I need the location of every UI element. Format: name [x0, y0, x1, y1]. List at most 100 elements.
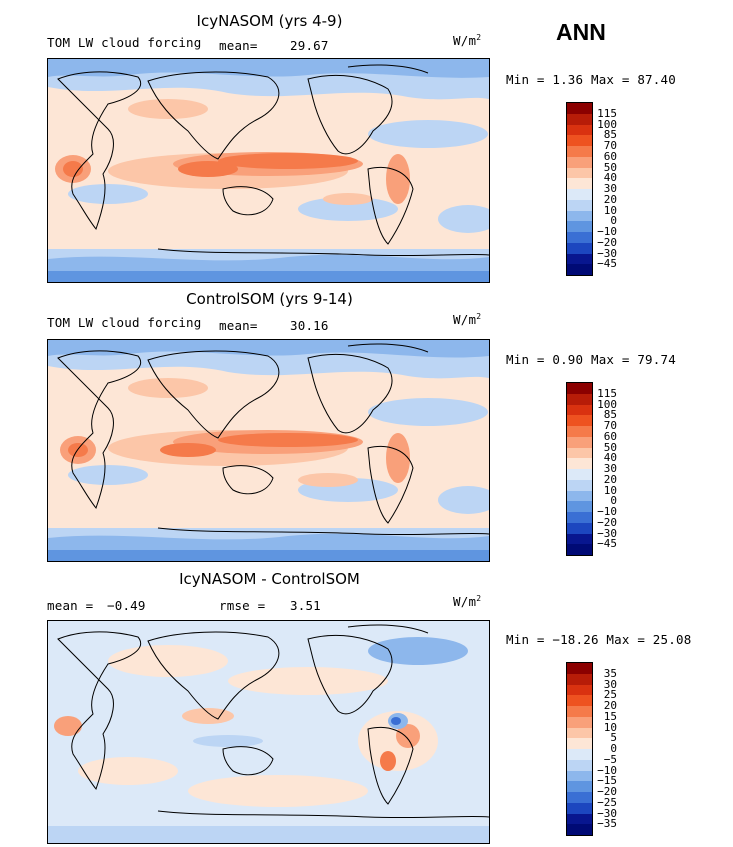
colorbar-tick-label: −45 — [597, 257, 617, 271]
colorbar-tick-label: 0 — [610, 494, 617, 508]
colorbar-tick-label: 40 — [603, 171, 617, 185]
colorbar-swatch — [567, 512, 592, 523]
panel2-units: W/m2 — [453, 312, 482, 328]
colorbar-tick-label: 30 — [603, 462, 617, 475]
colorbar-tick-label: 60 — [603, 149, 617, 163]
colorbar-swatch — [567, 770, 592, 782]
colorbar-swatch — [567, 253, 592, 265]
colorbar-swatch — [567, 738, 592, 749]
panel3-minmax: Min = −18.26 Max = 25.08 — [506, 632, 692, 647]
colorbar-swatch — [567, 264, 592, 275]
colorbar-swatch — [567, 124, 592, 136]
colorbar-tick-label: −20 — [597, 235, 617, 249]
panel3-colorbar — [566, 662, 593, 836]
colorbar-swatch — [567, 533, 592, 545]
colorbar-swatch — [567, 792, 592, 803]
colorbar-tick-label: 0 — [610, 742, 617, 755]
colorbar-swatch — [567, 716, 592, 728]
colorbar-swatch — [567, 684, 592, 696]
colorbar-swatch — [567, 469, 592, 480]
colorbar-swatch — [567, 802, 592, 814]
panel1-minmax: Min = 1.36 Max = 87.40 — [506, 72, 676, 87]
colorbar-tick-label: 25 — [603, 688, 617, 702]
colorbar-swatch — [567, 415, 592, 426]
colorbar-tick-label: 70 — [603, 139, 617, 152]
panel3-mean-value: −0.49 — [107, 598, 146, 613]
colorbar-swatch — [567, 447, 592, 459]
colorbar-swatch — [567, 103, 592, 114]
season-label: ANN — [556, 19, 606, 45]
colorbar-tick-label: 85 — [603, 128, 617, 142]
colorbar-tick-label: −5 — [603, 752, 617, 766]
panel1-map — [47, 58, 490, 283]
colorbar-tick-label: 10 — [603, 720, 617, 734]
panel2-colorbar — [566, 382, 593, 556]
panel3-mean-label: mean = — [47, 598, 94, 613]
colorbar-tick-label: −10 — [597, 763, 617, 777]
colorbar-tick-label: 15 — [603, 709, 617, 723]
panel3-map — [47, 620, 490, 844]
colorbar-tick-label: −25 — [597, 795, 617, 809]
colorbar-swatch — [567, 393, 592, 405]
colorbar-swatch — [567, 501, 592, 512]
colorbar-tick-label: 20 — [603, 472, 617, 486]
panel1-colorbar — [566, 102, 593, 276]
colorbar-tick-label: 5 — [610, 731, 617, 745]
panel2-field-label: TOM LW cloud forcing — [47, 315, 202, 330]
colorbar-swatch — [567, 199, 592, 211]
colorbar-swatch — [567, 490, 592, 502]
colorbar-swatch — [567, 436, 592, 448]
colorbar-swatch — [567, 146, 592, 157]
panel1-title: IcyNASOM (yrs 4-9) — [196, 12, 343, 30]
colorbar-tick-label: 100 — [597, 117, 617, 131]
colorbar-swatch — [567, 759, 592, 771]
colorbar-tick-label: −30 — [597, 806, 617, 820]
colorbar-swatch — [567, 544, 592, 555]
colorbar-tick-label: 20 — [603, 699, 617, 712]
colorbar-tick-label: −30 — [597, 246, 617, 260]
colorbar-tick-label: −30 — [597, 526, 617, 540]
colorbar-tick-label: 30 — [603, 677, 617, 691]
colorbar-tick-label: 40 — [603, 451, 617, 465]
panel1-field-label: TOM LW cloud forcing — [47, 35, 202, 50]
colorbar-swatch — [567, 522, 592, 534]
colorbar-tick-label: 10 — [603, 483, 617, 497]
colorbar-swatch — [567, 813, 592, 825]
panel2-minmax: Min = 0.90 Max = 79.74 — [506, 352, 676, 367]
colorbar-swatch — [567, 135, 592, 146]
colorbar-swatch — [567, 663, 592, 674]
colorbar-tick-label: −10 — [597, 225, 617, 238]
colorbar-tick-label: −15 — [597, 774, 617, 788]
colorbar-swatch — [567, 727, 592, 739]
colorbar-swatch — [567, 221, 592, 232]
panel3-rmse-value: 3.51 — [290, 598, 321, 613]
colorbar-tick-label: 50 — [603, 160, 617, 174]
colorbar-swatch — [567, 749, 592, 760]
colorbar-swatch — [567, 673, 592, 685]
colorbar-tick-label: 115 — [597, 106, 617, 120]
colorbar-tick-label: 60 — [603, 429, 617, 443]
panel3-rmse-label: rmse = — [219, 598, 266, 613]
panel2-map — [47, 339, 490, 562]
colorbar-tick-label: −35 — [597, 817, 617, 831]
colorbar-tick-label: −10 — [597, 505, 617, 518]
colorbar-swatch — [567, 167, 592, 179]
colorbar-tick-label: 20 — [603, 192, 617, 206]
panel2-title: ControlSOM (yrs 9-14) — [186, 290, 353, 308]
colorbar-tick-label: 50 — [603, 440, 617, 454]
colorbar-swatch — [567, 781, 592, 792]
colorbar-swatch — [567, 242, 592, 254]
colorbar-tick-label: 10 — [603, 203, 617, 217]
colorbar-tick-label: 100 — [597, 397, 617, 411]
colorbar-tick-label: 30 — [603, 182, 617, 195]
colorbar-tick-label: −45 — [597, 537, 617, 551]
panel1-mean-value: 29.67 — [290, 38, 329, 53]
panel2-mean-label: mean= — [219, 318, 258, 333]
panel1-units: W/m2 — [453, 33, 482, 49]
colorbar-swatch — [567, 156, 592, 168]
colorbar-swatch — [567, 458, 592, 469]
colorbar-swatch — [567, 824, 592, 835]
colorbar-tick-label: 115 — [597, 386, 617, 400]
colorbar-tick-label: −20 — [597, 515, 617, 529]
colorbar-swatch — [567, 383, 592, 394]
